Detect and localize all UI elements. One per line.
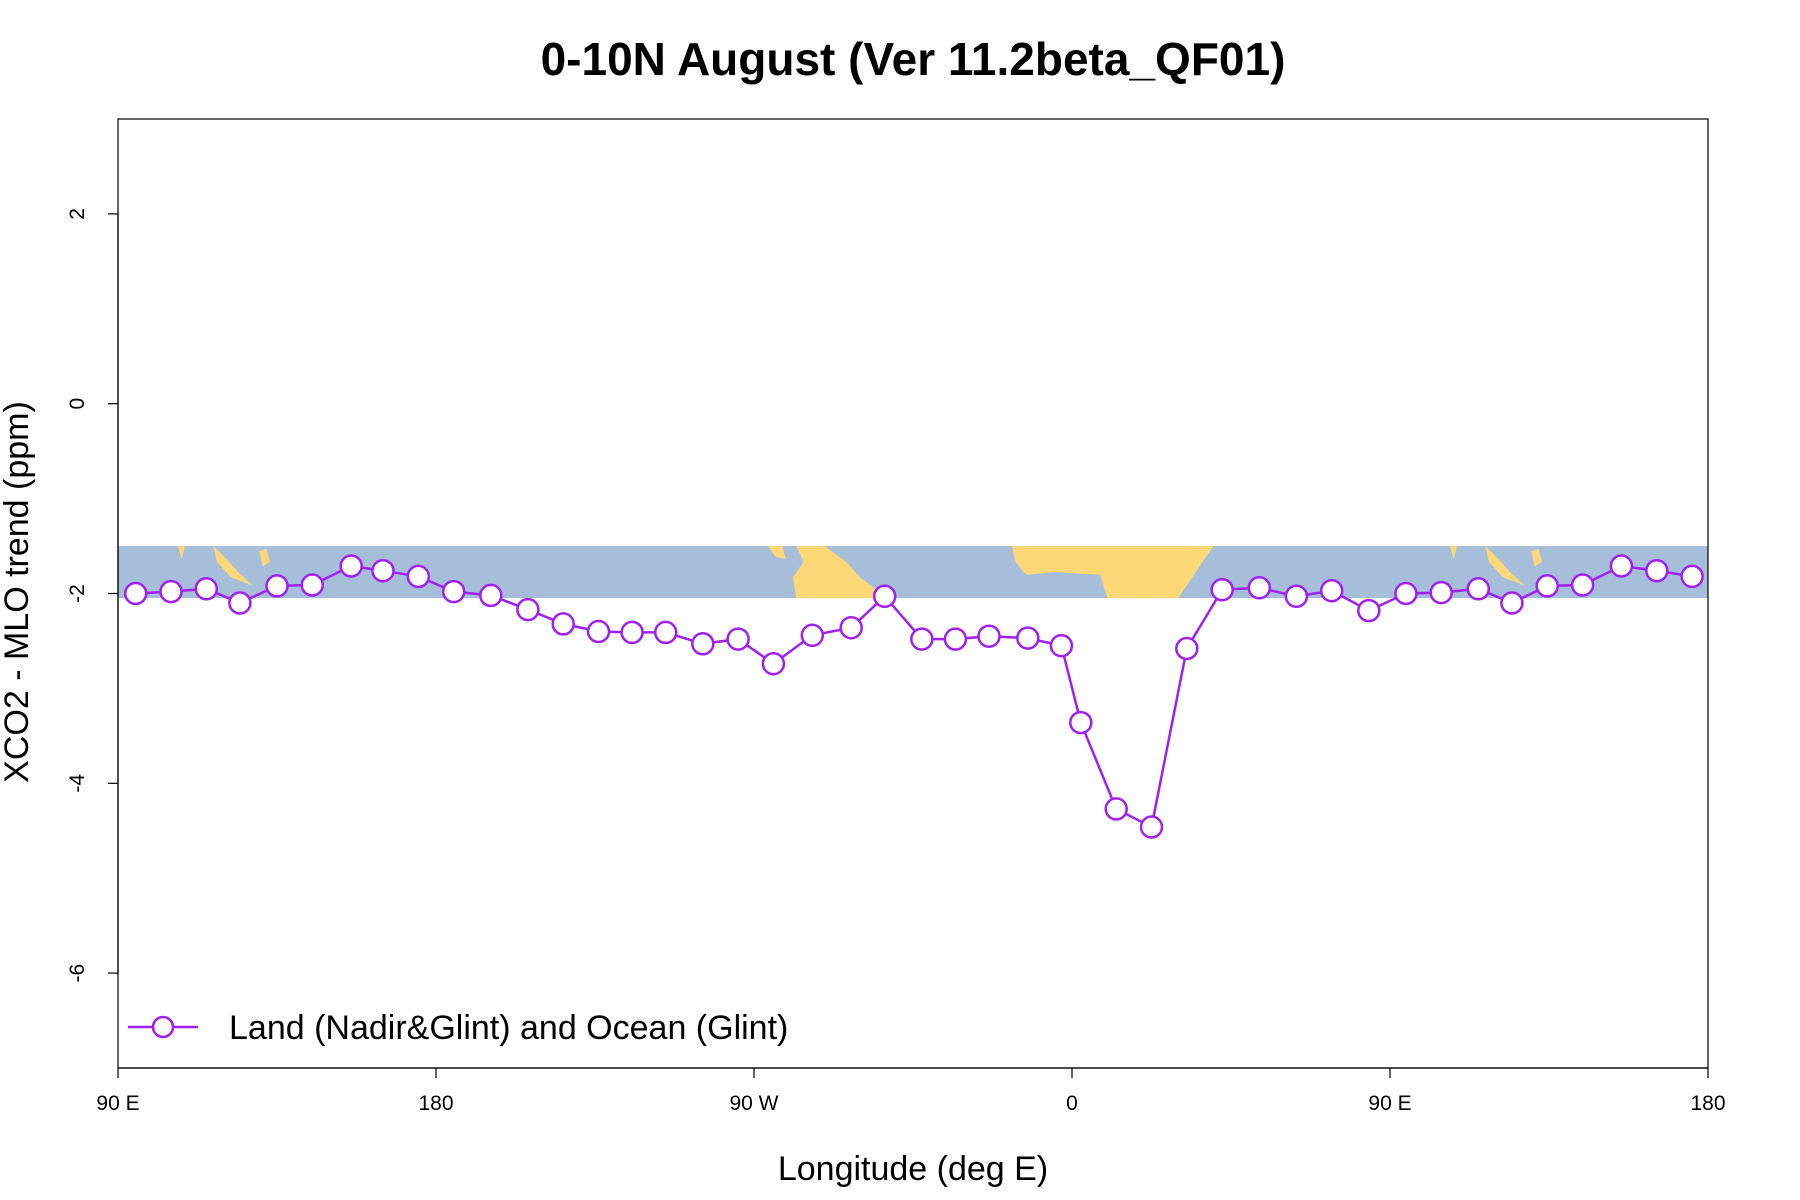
land-mass	[259, 548, 270, 567]
y-axis-label: XCO2 - MLO trend (ppm)	[0, 401, 36, 783]
data-point	[691, 632, 715, 656]
x-tick-label: 90 E	[1368, 1092, 1411, 1115]
data-point	[1247, 576, 1272, 600]
data-point	[516, 597, 540, 622]
y-tick-label: 0	[66, 398, 89, 410]
x-axis-label: Longitude (deg E)	[778, 1150, 1048, 1188]
data-point	[977, 624, 1001, 648]
data-point	[1535, 574, 1559, 598]
data-point	[441, 579, 466, 604]
data-point	[300, 573, 325, 597]
data-point	[551, 612, 575, 636]
x-tick-label: 180	[1690, 1092, 1725, 1115]
x-axis: 90 E 180 90 W 0 90 E 180	[96, 1067, 1726, 1115]
data-point	[1284, 584, 1309, 609]
series-layer	[123, 554, 1704, 839]
data-point	[339, 554, 363, 578]
land-mass	[213, 546, 253, 586]
data-point	[1609, 554, 1634, 578]
data-point	[620, 620, 644, 645]
data-point	[761, 651, 786, 676]
data-point	[1319, 578, 1344, 603]
x-tick-label: 180	[418, 1092, 453, 1115]
data-point	[839, 615, 863, 640]
data-point	[1139, 815, 1164, 839]
y-tick-label: -6	[66, 964, 89, 983]
data-point	[586, 619, 611, 644]
y-tick-label: -4	[66, 774, 89, 793]
land-mass	[178, 546, 186, 560]
y-tick-label: -2	[66, 584, 89, 603]
legend-marker	[151, 1015, 175, 1039]
land-mass	[1450, 546, 1458, 560]
data-point	[1680, 564, 1704, 589]
data-point	[910, 627, 934, 651]
data-point	[1394, 581, 1418, 606]
data-point	[1069, 710, 1093, 735]
land-mass	[768, 546, 786, 560]
data-point	[943, 627, 968, 651]
data-point	[159, 579, 183, 604]
y-tick-label: 2	[66, 208, 89, 220]
land-mass	[1485, 546, 1525, 586]
land-mass	[1011, 546, 1214, 599]
land-mass	[792, 546, 878, 599]
data-point	[406, 564, 431, 589]
series-line	[135, 564, 1693, 829]
x-tick-label: 90 E	[96, 1092, 139, 1115]
data-point	[1429, 580, 1453, 605]
legend: Land (Nadir&Glint) and Ocean (Glint)	[128, 1009, 788, 1047]
data-point	[1016, 626, 1040, 650]
data-point	[479, 583, 503, 608]
land-mass	[1531, 548, 1542, 567]
data-point	[1466, 577, 1491, 601]
chart-title: 0-10N August (Ver 11.2beta_QF01)	[541, 33, 1286, 85]
data-point	[1049, 633, 1074, 658]
data-point	[1357, 598, 1381, 623]
data-point	[800, 623, 825, 648]
data-point	[123, 581, 148, 606]
data-point	[1645, 558, 1669, 583]
data-point	[1210, 577, 1234, 602]
data-point	[228, 591, 252, 615]
data-point	[1570, 573, 1595, 597]
data-point	[1104, 797, 1128, 821]
map-band-land	[178, 546, 1542, 599]
data-point	[1500, 591, 1524, 615]
data-point	[872, 584, 897, 609]
data-point	[194, 577, 219, 601]
x-tick-label: 0	[1066, 1092, 1078, 1115]
data-point	[265, 574, 289, 598]
data-point	[653, 620, 678, 645]
data-point	[726, 627, 750, 651]
data-point	[371, 558, 395, 583]
y-axis: 2 0 -2 -4 -6	[66, 208, 119, 983]
x-tick-label: 90 W	[729, 1092, 778, 1115]
data-point	[1175, 636, 1199, 661]
legend-label: Land (Nadir&Glint) and Ocean (Glint)	[229, 1009, 788, 1047]
